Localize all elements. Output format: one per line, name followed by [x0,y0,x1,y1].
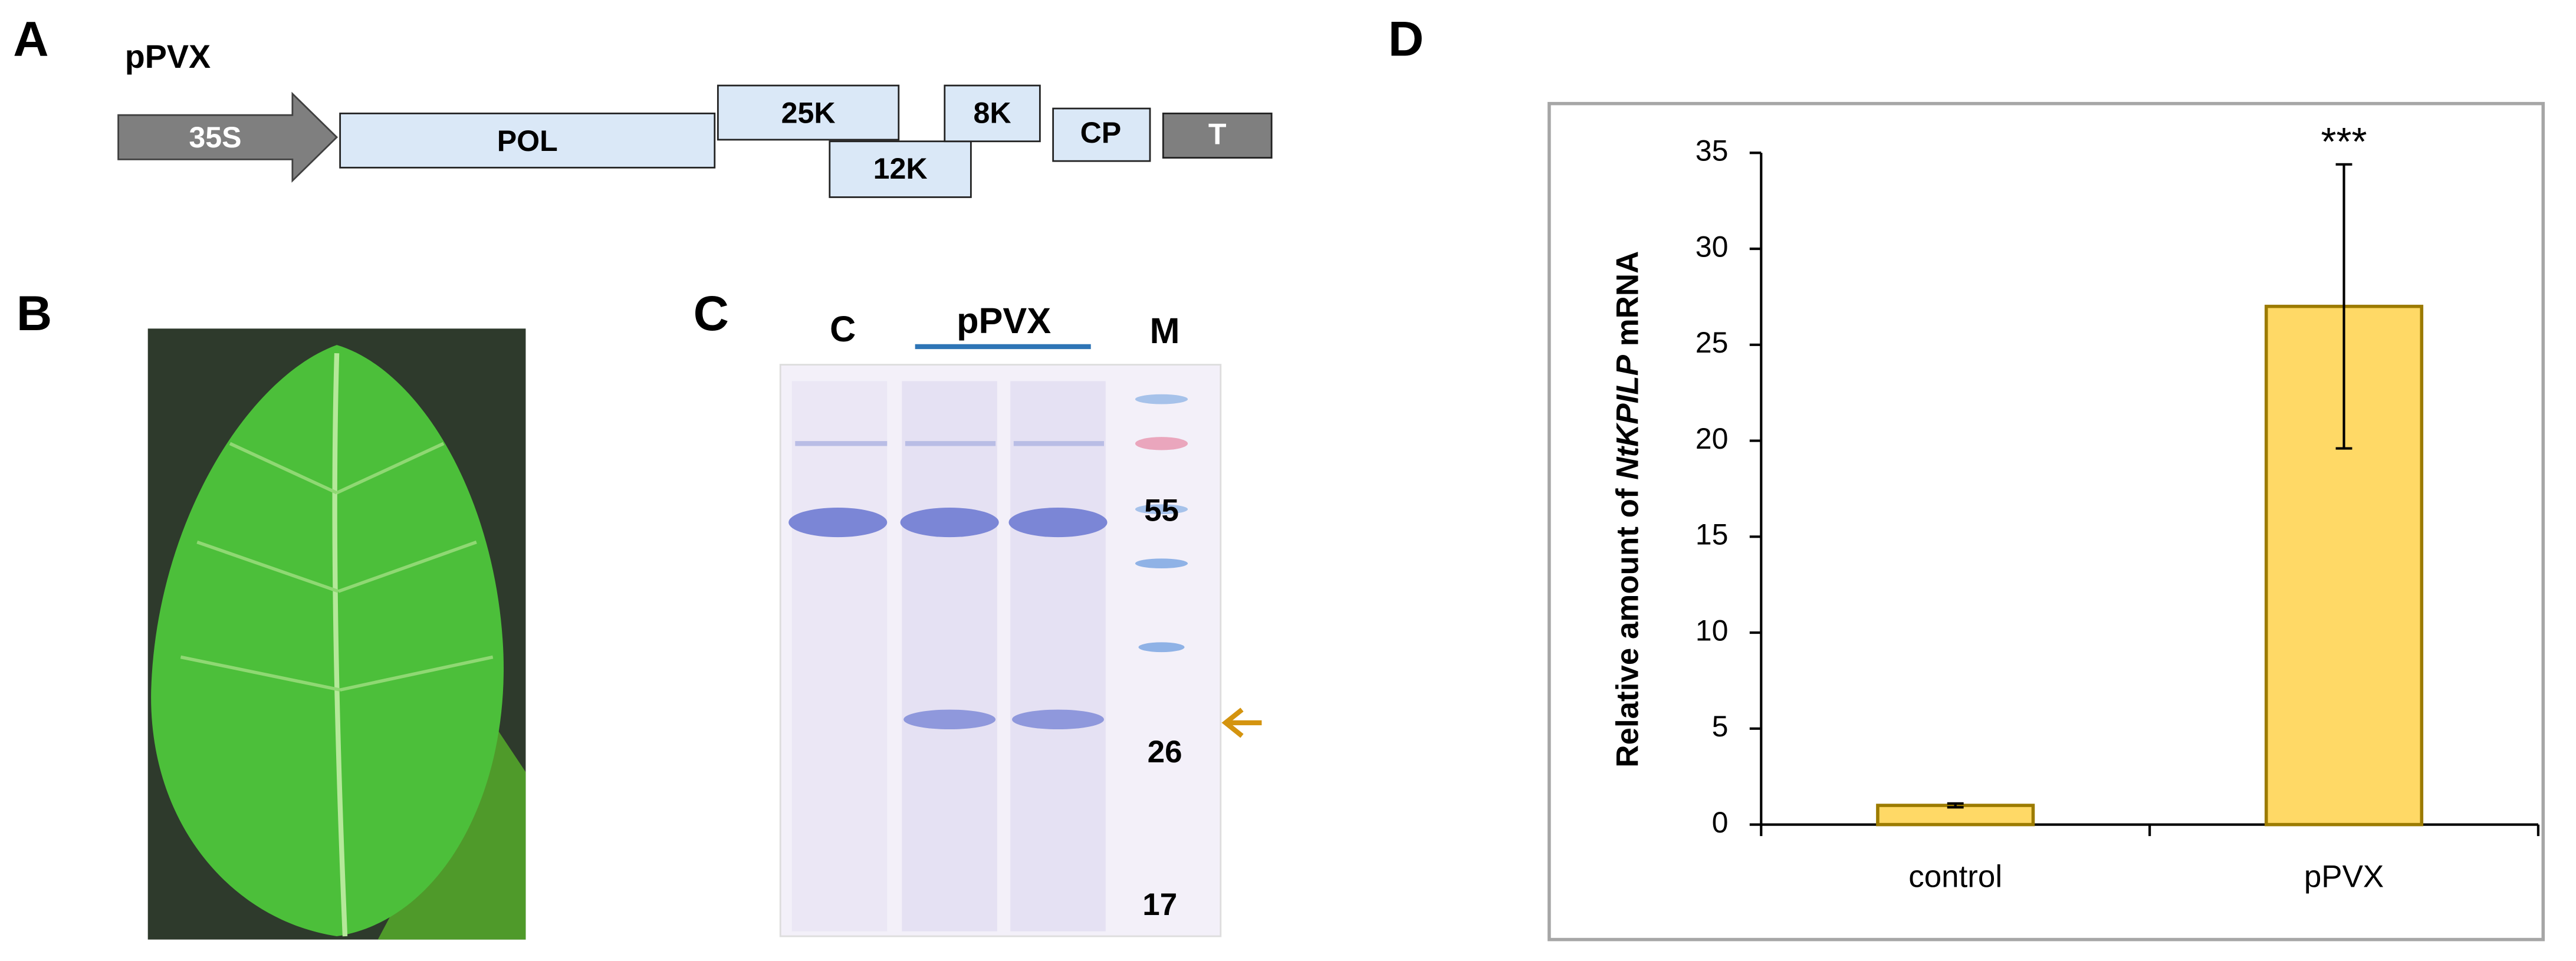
y-tick-label: 25 [1696,326,1729,359]
element-label: 25K [781,96,836,129]
band-arrow [1221,707,1262,738]
panel-label: D [1388,11,1424,67]
y-tick-label: 20 [1696,422,1729,455]
promoter-arrow [117,91,339,183]
marker-label: 17 [1142,887,1177,922]
gene-box [1052,107,1151,162]
y-tick-label: 30 [1696,230,1729,263]
gene-box [339,112,716,169]
gene-box [829,140,972,198]
x-tick-label: control [1908,860,2002,894]
element-label: T [1208,118,1227,151]
gene-box [717,84,900,141]
panel-label: C [694,285,729,341]
bar-chart: 0 5 10 15 20 25 30 35 control pPVX *** [1696,120,2540,894]
y-axis-title: Relative amount of NtKPILP mRNA [1610,251,1645,768]
y-tick-label: 5 [1712,710,1729,743]
y-tick-label: 35 [1696,134,1729,167]
y-tick-label: 0 [1712,806,1729,839]
panel-label: B [17,285,52,341]
lane-label: C [830,309,856,349]
lane-label: M [1150,311,1180,351]
element-label: 8K [974,96,1011,129]
element-label: 12K [873,152,928,185]
error-bar [2335,163,2352,450]
element-label: POL [497,124,558,157]
construct-name: pPVX [125,38,211,75]
y-title-part: Relative amount of [1610,480,1645,768]
y-title-part: mRNA [1610,251,1645,355]
significance: *** [2321,120,2367,164]
element-label: 35S [189,121,241,154]
lane-label: pPVX [957,301,1051,341]
gene-box [944,84,1041,143]
leaf-photo [147,328,526,940]
terminator-box [1162,112,1273,159]
x-tick-label: pPVX [2304,860,2384,894]
y-tick-label: 15 [1696,518,1729,551]
error-bar [1947,802,1964,809]
panel-label: A [13,11,48,67]
y-tick-label: 10 [1696,614,1729,647]
marker-label: 55 [1144,493,1179,528]
element-label: CP [1080,116,1122,149]
marker-label: 26 [1148,735,1182,769]
gel-image [779,364,1222,937]
y-title-part: NtKPILP [1610,354,1645,479]
